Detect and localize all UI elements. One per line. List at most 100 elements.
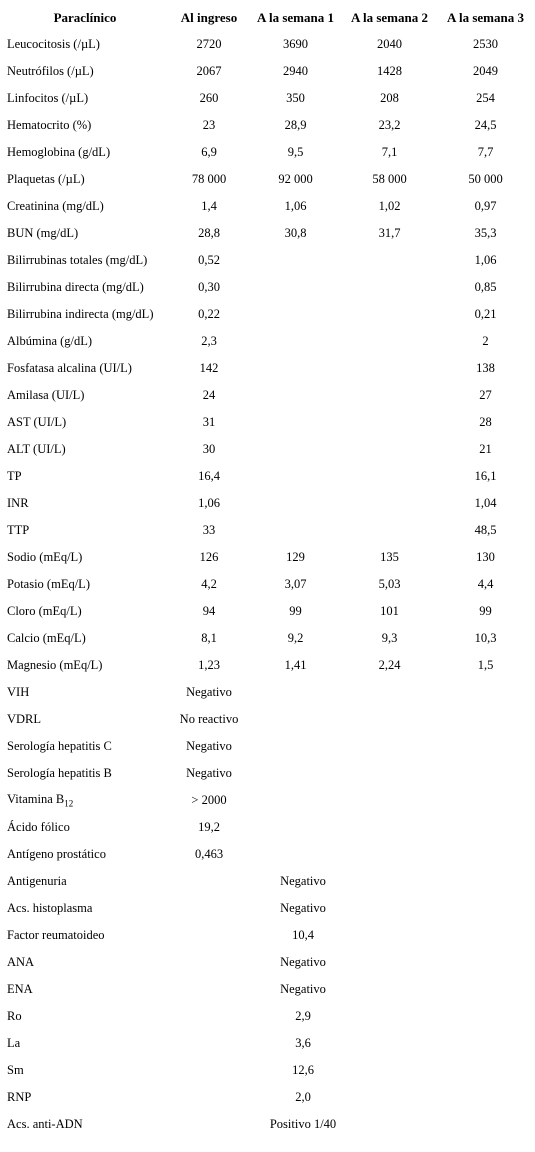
value-cell: 0,85 — [474, 280, 497, 294]
parameter-label: Sodio (mEq/L) — [0, 544, 170, 571]
value-cell: 142 — [199, 361, 219, 375]
value-cell — [248, 679, 343, 706]
table-row: Neutrófilos (/µL) 2067 2940 1428 2049 — [0, 58, 535, 85]
table-row: RNP 2,0 — [0, 1084, 535, 1111]
empty-cell — [436, 976, 535, 1003]
value-cell: 16,1 — [474, 469, 497, 483]
parameter-label: Bilirrubina directa (mg/dL) — [0, 274, 170, 301]
table-row: Ro 2,9 — [0, 1003, 535, 1030]
value-cell — [248, 463, 343, 490]
parameter-name: TP — [7, 469, 22, 483]
value-cell: 24 — [202, 388, 216, 402]
table-row: Hematocrito (%) 23 28,9 23,2 24,5 — [0, 112, 535, 139]
parameter-name: AST (UI/L) — [7, 415, 67, 429]
value-cell: 12,6 — [292, 1063, 314, 1077]
parameter-name: VIH — [7, 685, 30, 699]
parameter-name: Ácido fólico — [7, 820, 70, 834]
table-row: Antígeno prostático 0,463 — [0, 841, 535, 868]
parameter-name: Hematocrito (%) — [7, 118, 92, 132]
parameter-label: La — [7, 1036, 21, 1050]
parameter-name: VDRL — [7, 712, 42, 726]
parameter-name: Cloro (mEq/L) — [7, 604, 82, 618]
parameter-label: ALT (UI/L) — [0, 436, 170, 463]
parameter-name: Sodio (mEq/L) — [7, 550, 83, 564]
table-row: Serología hepatitis C Negativo — [0, 733, 535, 760]
table-row: Acs. anti-ADN Positivo 1/40 — [0, 1111, 535, 1138]
table-row: TP 16,4 16,1 — [0, 463, 535, 490]
parameter-name: Albúmina (g/dL) — [7, 334, 93, 348]
value-cell — [343, 301, 436, 328]
value-cell — [248, 436, 343, 463]
parameter-name: TTP — [7, 523, 30, 537]
table-row: Hemoglobina (g/dL) 6,9 9,5 7,1 7,7 — [0, 139, 535, 166]
value-cell: 2,0 — [295, 1090, 311, 1104]
parameter-label: Calcio (mEq/L) — [0, 625, 170, 652]
value-cell: 35,3 — [474, 226, 497, 240]
value-cell — [436, 814, 535, 841]
value-cell: 1428 — [377, 64, 402, 78]
parameter-name: Neutrófilos (/µL) — [7, 64, 94, 78]
parameter-label: AST (UI/L) — [0, 409, 170, 436]
parameter-label: Creatinina (mg/dL) — [0, 193, 170, 220]
table-row: Linfocitos (/µL) 260 350 208 254 — [0, 85, 535, 112]
parameter-name: Magnesio (mEq/L) — [7, 658, 103, 672]
parameter-label: RNP — [7, 1090, 32, 1104]
parameter-label: Sm — [7, 1063, 24, 1077]
header-semana-3: A la semana 3 — [447, 9, 524, 25]
value-cell: 5,03 — [378, 577, 401, 591]
table-row: Fosfatasa alcalina (UI/L) 142 138 — [0, 355, 535, 382]
value-cell — [248, 733, 343, 760]
value-cell — [343, 328, 436, 355]
empty-cell — [436, 868, 535, 895]
value-cell: 21 — [479, 442, 492, 456]
parameter-label: TP — [0, 463, 170, 490]
table-row: Potasio (mEq/L) 4,2 3,07 5,03 4,4 — [0, 571, 535, 598]
table-row: BUN (mg/dL) 28,8 30,8 31,7 35,3 — [0, 220, 535, 247]
table-row: Factor reumatoideo 10,4 — [0, 922, 535, 949]
parameter-name: BUN (mg/dL) — [7, 226, 79, 240]
value-cell: 4,2 — [201, 577, 217, 591]
value-cell — [436, 841, 535, 868]
value-cell — [343, 247, 436, 274]
parameter-name: Potasio (mEq/L) — [7, 577, 90, 591]
value-cell: No reactivo — [179, 712, 239, 726]
parameter-label: Cloro (mEq/L) — [0, 598, 170, 625]
value-cell: 50 000 — [468, 172, 503, 186]
value-cell: 23,2 — [378, 118, 401, 132]
parameter-label: Amilasa (UI/L) — [0, 382, 170, 409]
value-cell: 126 — [199, 550, 219, 564]
empty-cell — [436, 1003, 535, 1030]
value-cell: 2530 — [473, 37, 498, 51]
parameter-name: Fosfatasa alcalina (UI/L) — [7, 361, 132, 375]
value-cell: 31 — [202, 415, 216, 429]
parameter-name: Hemoglobina (g/dL) — [7, 145, 111, 159]
value-cell: 2940 — [283, 64, 308, 78]
value-cell — [343, 760, 436, 787]
value-cell: 19,2 — [198, 820, 220, 834]
parameter-label: Serología hepatitis B — [0, 760, 170, 787]
value-cell: 1,5 — [477, 658, 494, 672]
value-cell: Negativo — [186, 739, 232, 753]
parameter-name: Amilasa (UI/L) — [7, 388, 85, 402]
empty-cell — [436, 922, 535, 949]
empty-cell — [436, 949, 535, 976]
parameter-name: Plaquetas (/µL) — [7, 172, 85, 186]
value-cell — [343, 814, 436, 841]
parameter-label: Fosfatasa alcalina (UI/L) — [0, 355, 170, 382]
value-cell: Negativo — [280, 874, 326, 888]
value-cell: 0,30 — [198, 280, 220, 294]
table-row: Creatinina (mg/dL) 1,4 1,06 1,02 0,97 — [0, 193, 535, 220]
table-row: Magnesio (mEq/L) 1,23 1,41 2,24 1,5 — [0, 652, 535, 679]
value-cell: 130 — [476, 550, 495, 564]
table-row: Amilasa (UI/L) 24 27 — [0, 382, 535, 409]
value-cell: Negativo — [280, 955, 326, 969]
value-cell: 10,4 — [292, 928, 314, 942]
table-row: ALT (UI/L) 30 21 — [0, 436, 535, 463]
value-cell: 1,06 — [198, 496, 220, 510]
value-cell: 208 — [380, 91, 399, 105]
table-row: TTP 33 48,5 — [0, 517, 535, 544]
parameter-label: Magnesio (mEq/L) — [0, 652, 170, 679]
value-cell: 48,5 — [474, 523, 497, 537]
parameter-name: Bilirrubina directa (mg/dL) — [7, 280, 144, 294]
table-row: Leucocitosis (/µL) 2720 3690 2040 2530 — [0, 31, 535, 58]
